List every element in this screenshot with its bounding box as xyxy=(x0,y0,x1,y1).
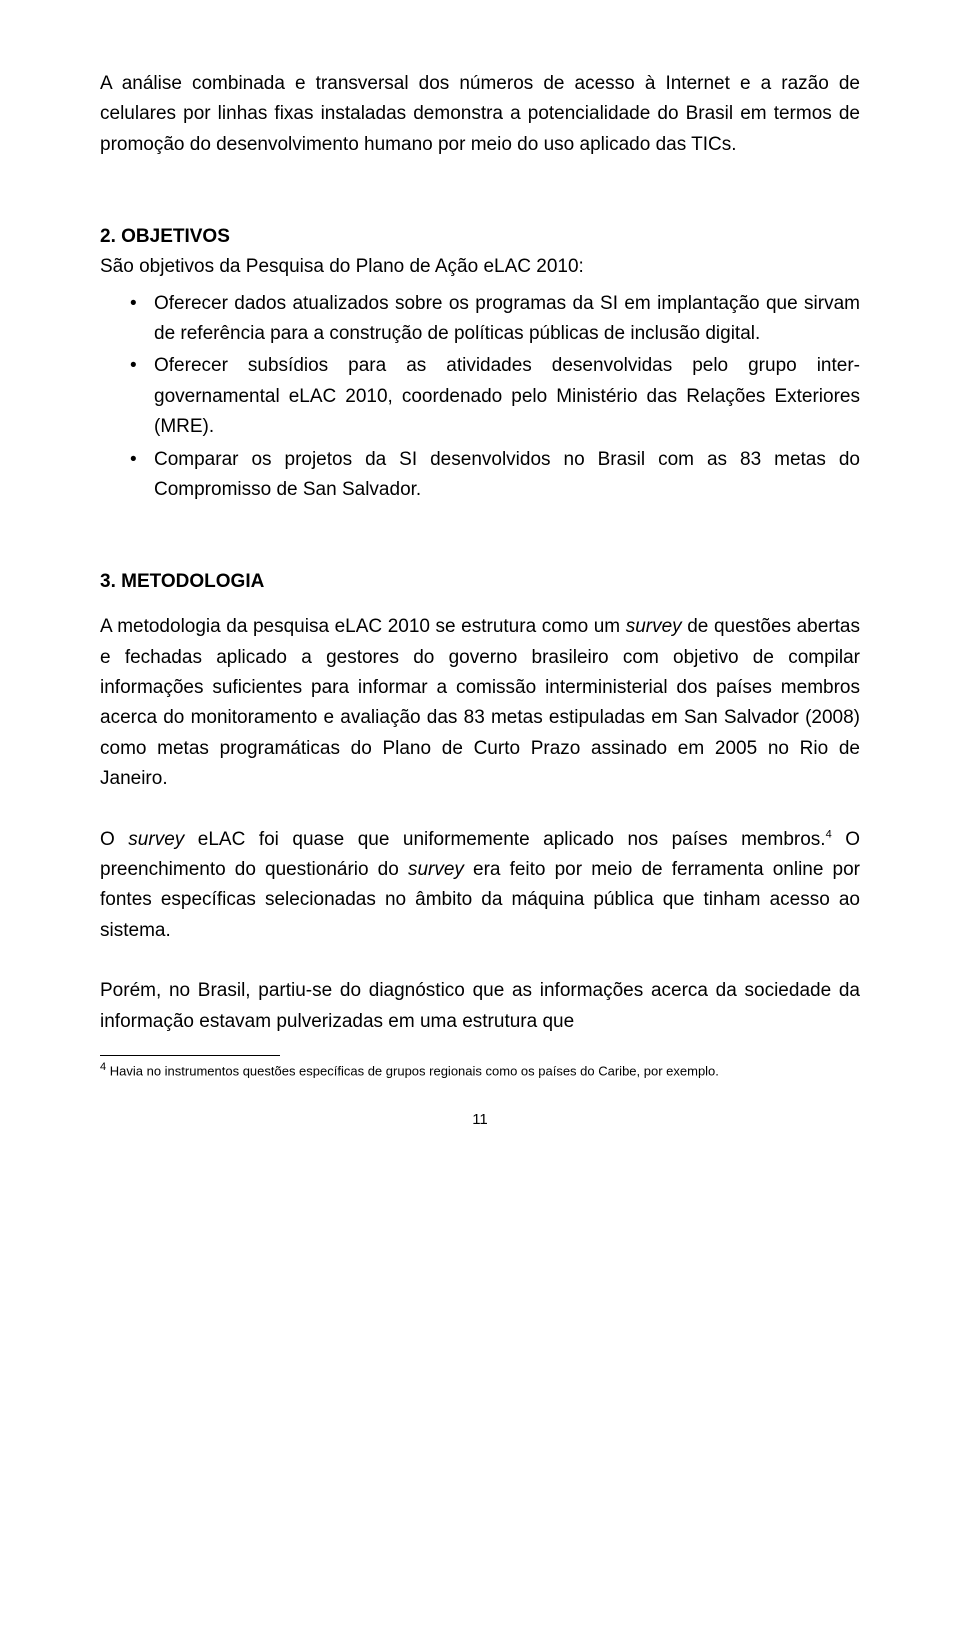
footnote-text: Havia no instrumentos questões específic… xyxy=(106,1063,719,1078)
page-number: 11 xyxy=(100,1111,860,1128)
section-3-heading: 3. METODOLOGIA xyxy=(100,571,860,593)
section-2-heading: 2. OBJETIVOS xyxy=(100,226,860,248)
list-item: Oferecer subsídios para as atividades de… xyxy=(100,351,860,442)
text-run: O xyxy=(100,829,128,850)
list-item: Comparar os projetos da SI desenvolvidos… xyxy=(100,445,860,506)
italic-text: survey xyxy=(626,616,682,637)
italic-text: survey xyxy=(128,829,184,850)
text-run: de questões abertas e fechadas aplicado … xyxy=(100,616,860,789)
methodology-para-1: A metodologia da pesquisa eLAC 2010 se e… xyxy=(100,612,860,794)
text-run: A metodologia da pesquisa eLAC 2010 se e… xyxy=(100,616,626,637)
intro-paragraph: A análise combinada e transversal dos nú… xyxy=(100,69,860,160)
methodology-para-3: Porém, no Brasil, partiu-se do diagnósti… xyxy=(100,976,860,1037)
italic-text: survey xyxy=(408,859,464,880)
document-page: A análise combinada e transversal dos nú… xyxy=(0,0,960,1641)
methodology-para-2: O survey eLAC foi quase que uniformement… xyxy=(100,825,860,947)
text-run: eLAC foi quase que uniformemente aplicad… xyxy=(184,829,825,850)
footnote-rule xyxy=(100,1055,280,1056)
list-item: Oferecer dados atualizados sobre os prog… xyxy=(100,289,860,350)
section-2-intro: São objetivos da Pesquisa do Plano de Aç… xyxy=(100,252,860,282)
objectives-list: Oferecer dados atualizados sobre os prog… xyxy=(100,289,860,506)
footnote: 4 Havia no instrumentos questões específ… xyxy=(100,1060,860,1081)
